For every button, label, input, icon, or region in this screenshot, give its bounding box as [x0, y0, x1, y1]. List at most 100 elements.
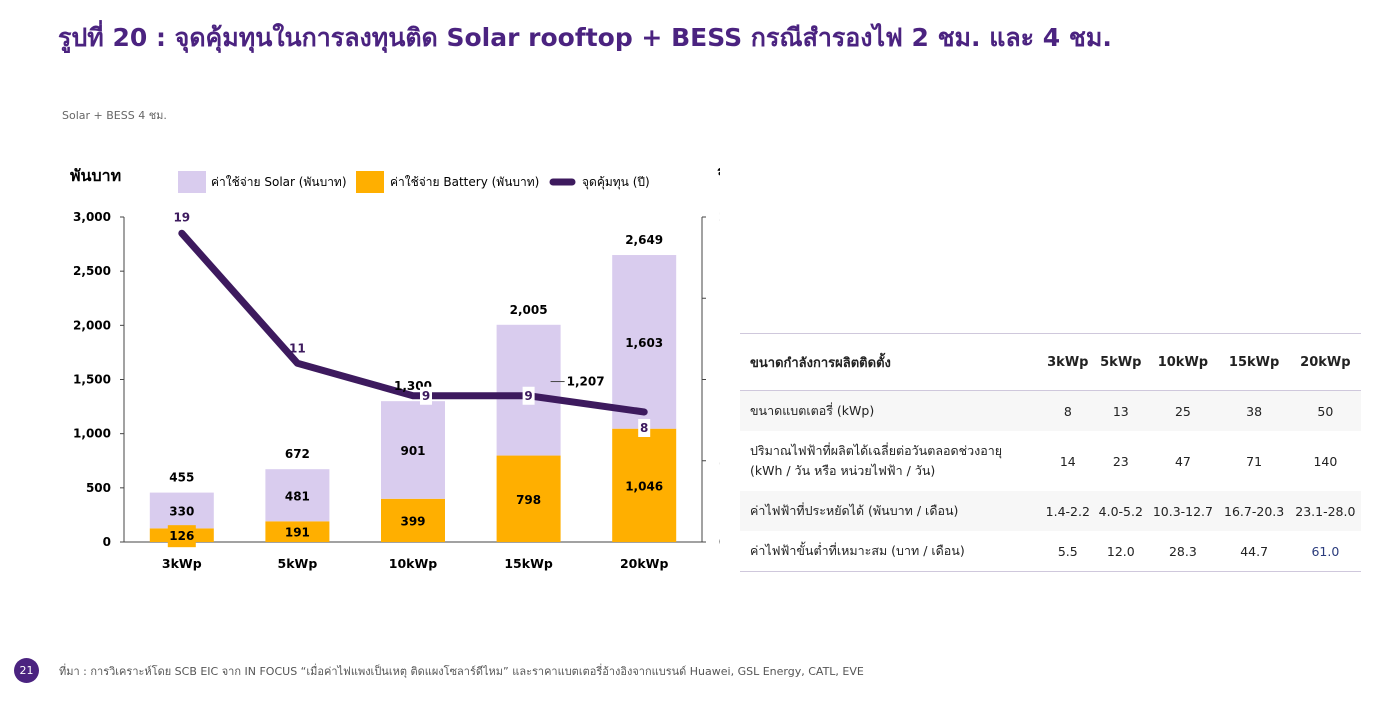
table-cell: 4.0-5.2 — [1094, 491, 1148, 531]
y-tick-label-left: 1,500 — [73, 373, 111, 387]
table-row: ปริมาณไฟฟ้าที่ผลิตได้เฉลี่ยต่อวันตลอดช่ว… — [740, 431, 1361, 491]
table-cell: 38 — [1218, 390, 1290, 431]
table-cell: 71 — [1246, 453, 1263, 469]
table-cell: 12.0 — [1094, 531, 1148, 572]
bar-battery — [496, 455, 561, 542]
y-tick-label-left: 2,500 — [73, 264, 111, 278]
bar-total-label: 455 — [169, 471, 194, 485]
table-cell: 8 — [1041, 390, 1095, 431]
row-label: ขนาดแบตเตอรี่ (kWp) — [740, 390, 1042, 431]
table-header: 5kWp — [1094, 333, 1148, 391]
legend-label-battery: ค่าใช้จ่าย Battery (พันบาท) — [390, 175, 539, 189]
table-cell: 44.7 — [1218, 531, 1290, 572]
y-tick-label-left: 500 — [86, 481, 111, 495]
table-cell: 16.7-20.3 — [1218, 491, 1290, 531]
legend-swatch-battery — [356, 171, 384, 193]
table-row: ค่าไฟฟ้าขั้นต่ำที่เหมาะสม (บาท / เดือน) … — [740, 531, 1361, 572]
bar-solar — [149, 492, 214, 529]
chart-subtitle: Solar + BESS 4 ชม. — [62, 109, 167, 122]
bar-label-solar: 481 — [285, 489, 310, 503]
table-header: 15kWp — [1218, 333, 1290, 391]
bar-battery — [265, 521, 330, 542]
x-tick-label: 10kWp — [389, 556, 437, 571]
bar-total-label: 672 — [285, 447, 310, 461]
table-cell-highlight: 61.0 — [1289, 531, 1361, 572]
breakeven-chart: 0 500 1,000 1,500 2,000 2,500 3,000 0 5 10 15 20 พัน… — [70, 166, 720, 571]
bar-label-solar: 1,603 — [625, 336, 663, 350]
table-header: 10kWp — [1147, 333, 1219, 391]
table-cell: 1.4-2.2 — [1041, 491, 1095, 531]
bar-label-solar: 330 — [169, 504, 194, 518]
breakeven-point-label: 9 — [422, 389, 430, 403]
legend-label-breakeven: จุดคุ้มทุน (ปี) — [582, 175, 650, 190]
table-cell: 14 — [1059, 453, 1076, 469]
row-label: ค่าไฟฟ้าขั้นต่ำที่เหมาะสม (บาท / เดือน) — [740, 531, 1042, 572]
row-label: ค่าไฟฟ้าที่ประหยัดได้ (พันบาท / เดือน) — [740, 491, 1042, 531]
bar-total-label: 2,005 — [510, 303, 548, 317]
table-header-row: ขนาดกำลังการผลิตติดตั้ง 3kWp 5kWp 10kWp … — [740, 333, 1361, 391]
point-label-bg — [522, 386, 535, 405]
y-axis-label-right: ปี — [717, 166, 720, 185]
table-cell: 23 — [1112, 453, 1129, 469]
row-label-line1: ปริมาณไฟฟ้าที่ผลิตได้เฉลี่ยต่อวันตลอดช่ว… — [750, 443, 1003, 458]
y-tick-label-left: 2,000 — [73, 318, 111, 332]
x-tick-label: 5kWp — [278, 556, 318, 571]
table-cell: 25 — [1147, 390, 1219, 431]
table-row: ค่าไฟฟ้าที่ประหยัดได้ (พันบาท / เดือน) 1… — [740, 491, 1361, 531]
breakeven-line — [178, 229, 648, 416]
bar-battery — [381, 498, 445, 542]
bar-solar — [265, 469, 330, 522]
y-tick-label-left: 1,000 — [73, 427, 111, 441]
point-label-bg — [420, 386, 432, 405]
point-label-bg — [638, 419, 651, 437]
y-tick-label-right: 20 — [719, 210, 720, 224]
y-tick-label-right: 0 — [719, 535, 720, 549]
page-title: รูปที่ 20 : จุดคุ้มทุนในการลงทุนติด Sola… — [58, 23, 1112, 52]
bar-label-battery: 798 — [516, 493, 541, 507]
legend-label-solar: ค่าใช้จ่าย Solar (พันบาท) — [211, 175, 347, 189]
table-cell: 50 — [1289, 390, 1361, 431]
bar-battery — [612, 428, 677, 542]
bar-label-battery: 126 — [169, 529, 194, 543]
row-label-line2: (kWh / วัน หรือ หน่วยไฟฟ้า / วัน) — [750, 463, 936, 478]
legend-swatch-solar — [178, 171, 206, 193]
breakeven-point-label: 9 — [524, 389, 532, 403]
bar-label-battery: 191 — [285, 526, 310, 540]
source-note: ที่มา : การวิเคราะห์โดย SCB EIC จาก IN F… — [59, 664, 864, 678]
y-tick-label-right: 15 — [719, 291, 720, 305]
table-cell: 23.1-28.0 — [1289, 491, 1361, 531]
bar-label-solar: 1,207 — [567, 375, 605, 389]
y-tick-label-left: 3,000 — [73, 210, 111, 224]
table-cell: 28.3 — [1147, 531, 1219, 572]
bar-label-battery: 399 — [400, 514, 425, 528]
table-header: 20kWp — [1289, 333, 1361, 391]
bar-solar — [381, 401, 445, 499]
bar-label-solar: 901 — [400, 444, 425, 458]
breakeven-point-label: 8 — [640, 421, 648, 435]
x-tick-label: 3kWp — [162, 556, 202, 571]
table-cell: 140 — [1313, 453, 1338, 469]
breakeven-point-label: 11 — [289, 341, 306, 355]
y-axis-label-left: พันบาท — [70, 166, 121, 185]
x-tick-label: 15kWp — [504, 556, 552, 571]
bar-label-battery: 1,046 — [625, 479, 663, 493]
x-tick-label: 20kWp — [620, 556, 668, 571]
bar-label-bg — [167, 525, 196, 548]
table-header: ขนาดกำลังการผลิตติดตั้ง — [740, 333, 1042, 391]
bar-total-label: 2,649 — [625, 233, 663, 247]
spec-table: ขนาดกำลังการผลิตติดตั้ง 3kWp 5kWp 10kWp … — [740, 333, 1361, 572]
y-tick-label-right: 10 — [719, 373, 720, 387]
row-label: ปริมาณไฟฟ้าที่ผลิตได้เฉลี่ยต่อวันตลอดช่ว… — [740, 431, 1041, 491]
table-cell: 13 — [1094, 390, 1148, 431]
footer: 21 ที่มา : การวิเคราะห์โดย SCB EIC จาก I… — [14, 658, 864, 683]
table-header: 3kWp — [1041, 333, 1095, 391]
table-cell: 10.3-12.7 — [1147, 491, 1219, 531]
table-row: ขนาดแบตเตอรี่ (kWp) 8 13 25 38 50 — [740, 390, 1361, 431]
table-cell: 47 — [1174, 453, 1191, 469]
breakeven-point-label: 19 — [173, 210, 190, 224]
page-number: 21 — [14, 658, 39, 683]
y-tick-label-right: 5 — [719, 454, 720, 468]
y-tick-label-left: 0 — [103, 535, 111, 549]
bar-solar — [612, 255, 677, 429]
table-cell: 5.5 — [1041, 531, 1095, 572]
